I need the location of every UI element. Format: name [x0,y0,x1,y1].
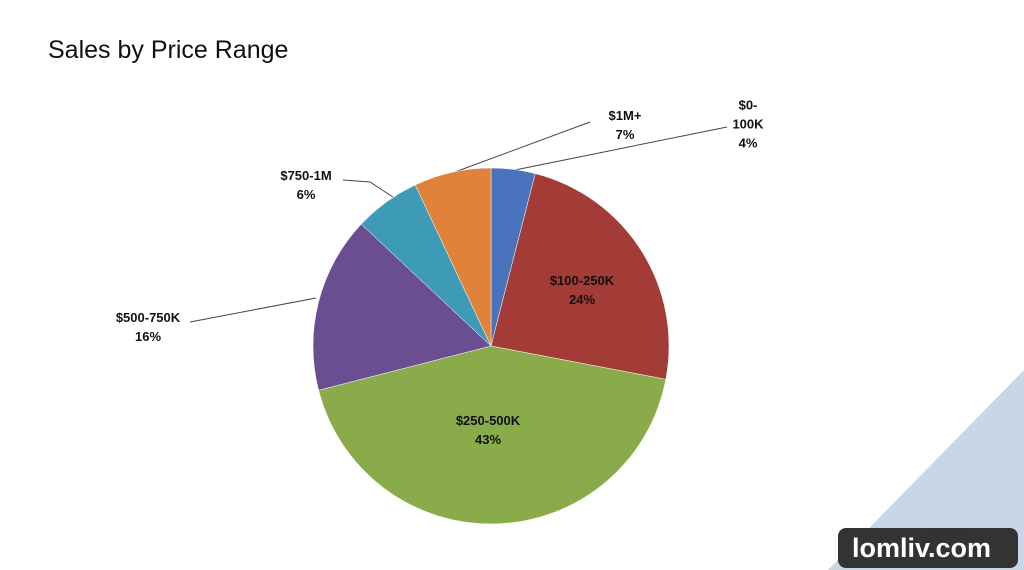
slice-value: 16% [134,329,162,344]
slice-category: $500-750K [115,310,181,325]
slice-value: 43% [474,432,502,447]
slice-label: $500-750K 16% [88,308,208,346]
leader-line [454,121,591,173]
pie-slice [318,345,667,525]
leader-line [342,179,394,198]
leader-line [189,297,317,323]
slice-label: $250-500K 43% [428,411,548,449]
slice-category: $250-500K [455,413,521,428]
slice-label: $100-250K 24% [522,271,642,309]
slice-value: 4% [738,135,758,151]
pie-slice [414,167,492,347]
leader-line [514,126,728,171]
leader-lines [189,121,728,323]
watermark: lomliv.com [852,533,992,563]
pie-slice [490,173,670,380]
corner-decoration [828,370,1024,570]
slice-value: 6% [296,187,316,202]
slice-label: $750-1M 6% [246,166,366,204]
slice-label: $1M+ 7% [565,106,685,144]
slice-category: $750-1M [280,168,332,183]
watermark-box [838,528,1018,568]
chart-title: Sales by Price Range [48,36,289,64]
logo-text: NATIONAL ASSOCIATION OF [928,529,988,544]
slice-category: $1M+ [608,108,642,123]
slice-label: $0-100K 4% [728,96,768,153]
pie-slice [312,223,492,391]
slice-value: 7% [615,127,635,142]
slice-category: $0-100K [732,97,764,132]
slice-category: $100-250K [549,273,615,288]
slice-value: 24% [568,292,596,307]
